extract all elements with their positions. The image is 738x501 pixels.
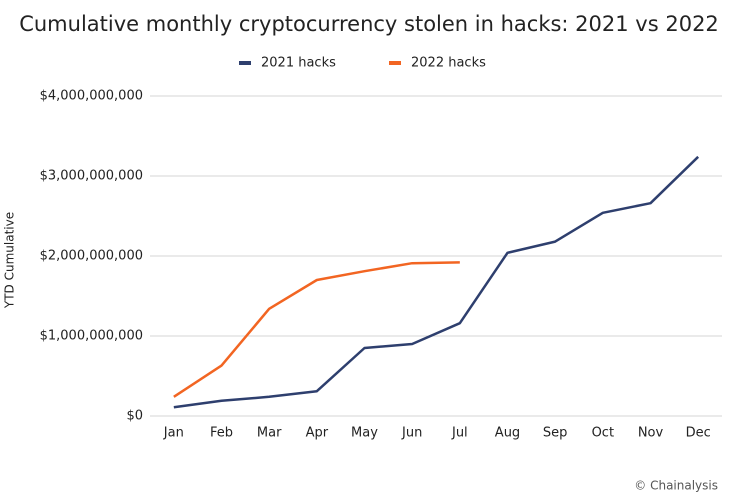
x-tick-label: May [351,426,378,441]
y-tick-label: $1,000,000,000 [40,329,143,344]
x-tick-label: Jun [401,426,422,441]
x-tick-label: Apr [306,426,329,441]
x-tick-label: Mar [257,426,282,441]
x-tick-label: Nov [638,426,664,441]
legend-label: 2021 hacks [261,56,336,71]
x-tick-label: Oct [592,426,614,441]
y-tick-label: $0 [126,409,143,424]
legend-label: 2022 hacks [411,56,486,71]
y-tick-label: $3,000,000,000 [40,169,143,184]
x-tick-label: Jan [163,426,184,441]
series-line [173,155,700,409]
x-tick-label: Aug [495,426,520,441]
y-axis-label: YTD Cumulative [3,212,17,309]
x-tick-label: Jul [451,426,468,441]
chart-title: Cumulative monthly cryptocurrency stolen… [19,12,719,36]
x-tick-label: Sep [543,426,568,441]
source: © Chainalysis [634,479,718,493]
y-tick-label: $2,000,000,000 [40,249,143,264]
x-tick-label: Dec [686,426,711,441]
x-tick-label: Feb [210,426,233,441]
series-line [173,261,460,398]
y-tick-label: $4,000,000,000 [40,89,143,104]
